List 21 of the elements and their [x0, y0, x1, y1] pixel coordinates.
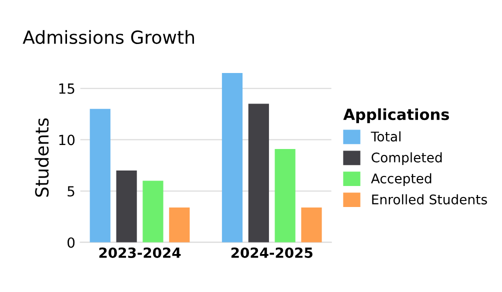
y-tick-label: 0 [68, 237, 75, 248]
bar [222, 73, 243, 242]
bar [116, 170, 137, 242]
y-tick-label: 5 [68, 186, 74, 197]
y-tick-label: 15 [59, 84, 74, 94]
x-tick-label: 2024-2025 [231, 247, 312, 258]
bar [248, 104, 269, 242]
y-axis-title: Students [34, 118, 49, 197]
legend-label: Completed [372, 152, 442, 166]
legend-label: Total [370, 131, 400, 142]
bar [301, 207, 322, 242]
legend-label: Accepted [371, 173, 432, 186]
bar [169, 207, 190, 242]
legend-title: Applications [343, 108, 450, 124]
bar [274, 148, 296, 242]
y-tick-label: 10 [59, 134, 75, 146]
bar [142, 180, 164, 242]
chart-title: Admissions Growth [22, 30, 194, 44]
bar [90, 108, 110, 242]
legend-label: Enrolled Students [372, 194, 487, 204]
x-tick-label: 2023-2024 [99, 247, 181, 258]
